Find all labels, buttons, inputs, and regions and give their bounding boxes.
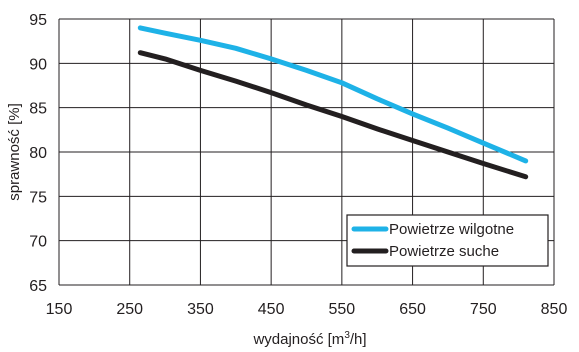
x-tick-label: 850: [541, 301, 568, 318]
legend-label-powietrze-suche: Powietrze suche: [389, 243, 499, 260]
series-lines: [137, 25, 529, 180]
legend-box: [346, 214, 549, 267]
legend-label-powietrze-wilgotne: Powietrze wilgotne: [389, 221, 514, 238]
x-tick-label: 550: [329, 301, 356, 318]
y-tick-label: 90: [29, 56, 47, 73]
y-tick-label: 70: [29, 234, 47, 251]
y-axis-title: sprawność [%]: [6, 103, 23, 201]
x-tick-label: 350: [187, 301, 214, 318]
x-tick-label: 450: [258, 301, 285, 318]
y-axis-ticks: 65 70 75 80 85 90 95: [29, 12, 47, 295]
x-tick-label: 250: [116, 301, 143, 318]
x-tick-label: 150: [46, 301, 73, 318]
y-tick-label: 95: [29, 12, 47, 29]
series-line-powietrze-suche: [137, 50, 529, 180]
series-line-powietrze-wilgotne: [137, 25, 529, 164]
x-tick-label: 750: [470, 301, 497, 318]
x-tick-label: 650: [399, 301, 426, 318]
x-axis-title-tail: /h]: [350, 331, 367, 348]
y-tick-label: 65: [29, 278, 47, 295]
y-tick-label: 85: [29, 101, 47, 118]
x-axis-title: wydajność [m3/h]: [252, 330, 366, 348]
legend: Powietrze wilgotne Powietrze suche: [346, 214, 549, 267]
x-axis-title-main: wydajność [m: [252, 331, 344, 348]
x-axis-title-superscript: 3: [344, 330, 350, 341]
x-axis-ticks: 150 250 350 450 550 650 750 850: [46, 301, 568, 318]
y-tick-label: 80: [29, 145, 47, 162]
y-tick-label: 75: [29, 189, 47, 206]
